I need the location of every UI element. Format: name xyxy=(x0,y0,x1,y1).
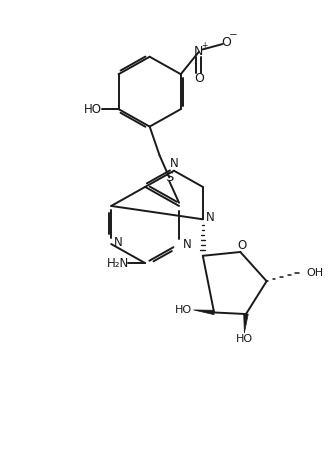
Text: N: N xyxy=(170,157,178,170)
Text: N: N xyxy=(183,238,192,251)
Text: S: S xyxy=(165,171,173,184)
Text: O: O xyxy=(221,36,231,49)
Text: HO: HO xyxy=(175,305,192,315)
Text: HO: HO xyxy=(236,334,253,344)
Polygon shape xyxy=(244,314,248,333)
Text: +: + xyxy=(202,40,208,50)
Text: HO: HO xyxy=(83,103,102,116)
Text: N: N xyxy=(206,211,214,224)
Text: −: − xyxy=(229,30,238,40)
Text: OH: OH xyxy=(306,268,324,278)
Text: N: N xyxy=(194,45,204,58)
Text: O: O xyxy=(194,72,204,85)
Text: N: N xyxy=(114,236,123,249)
Polygon shape xyxy=(194,310,214,315)
Text: O: O xyxy=(237,238,247,252)
Text: H₂N: H₂N xyxy=(107,256,129,270)
